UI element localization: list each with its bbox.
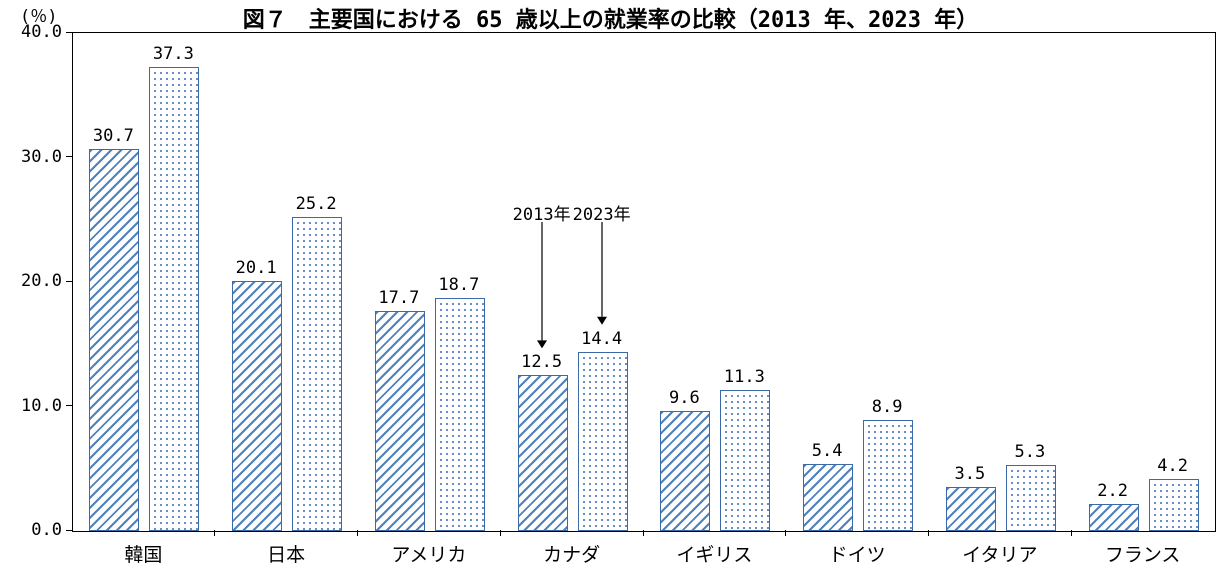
- bar-2013: [660, 411, 710, 531]
- legend-arrow-icon: [596, 222, 608, 325]
- bar-2023: [149, 67, 199, 531]
- bar-2023: [578, 352, 628, 531]
- x-tick-mark: [214, 530, 215, 536]
- bar-2013: [375, 311, 425, 531]
- x-tick-mark: [1071, 530, 1072, 536]
- bar-2013: [232, 281, 282, 531]
- y-tick-label: 10.0: [0, 396, 62, 416]
- value-label-2023: 5.3: [1015, 442, 1046, 462]
- bar-2013: [518, 375, 568, 531]
- x-category-label: 韓国: [124, 540, 162, 567]
- bar-2013: [803, 464, 853, 531]
- y-tick-label: 20.0: [0, 271, 62, 291]
- value-label-2013: 3.5: [955, 464, 986, 484]
- value-label-2023: 25.2: [296, 194, 337, 214]
- y-tick-mark: [66, 405, 72, 406]
- bar-2023: [720, 390, 770, 531]
- x-tick-mark: [643, 530, 644, 536]
- value-label-2013: 2.2: [1097, 481, 1128, 501]
- value-label-2023: 11.3: [724, 367, 765, 387]
- value-label-2013: 9.6: [669, 388, 700, 408]
- legend-arrow-icon: [536, 222, 548, 348]
- value-label-2013: 30.7: [93, 126, 134, 146]
- y-tick-mark: [66, 156, 72, 157]
- x-tick-mark: [357, 530, 358, 536]
- y-tick-mark: [66, 530, 72, 531]
- y-tick-mark: [66, 32, 72, 33]
- x-tick-mark: [785, 530, 786, 536]
- value-label-2023: 37.3: [153, 44, 194, 64]
- y-tick-label: 0.0: [0, 520, 62, 540]
- value-label-2023: 18.7: [438, 275, 479, 295]
- x-category-label: 日本: [267, 540, 305, 567]
- y-tick-label: 40.0: [0, 22, 62, 42]
- x-category-label: ドイツ: [829, 540, 886, 567]
- bar-2013: [946, 487, 996, 531]
- value-label-2013: 5.4: [812, 441, 843, 461]
- bar-2013: [89, 149, 139, 531]
- value-label-2013: 20.1: [236, 258, 277, 278]
- value-label-2023: 4.2: [1157, 456, 1188, 476]
- value-label-2013: 12.5: [521, 352, 562, 372]
- bar-2023: [863, 420, 913, 531]
- y-tick-label: 30.0: [0, 147, 62, 167]
- bar-2023: [1006, 465, 1056, 531]
- y-tick-mark: [66, 281, 72, 282]
- x-category-label: イタリア: [962, 540, 1037, 567]
- bar-2023: [292, 217, 342, 531]
- bar-2013: [1089, 504, 1139, 531]
- chart-title: 図７ 主要国における 65 歳以上の就業率の比較（2013 年、2023 年）: [0, 2, 1221, 34]
- value-label-2023: 8.9: [872, 397, 903, 417]
- x-category-label: イギリス: [676, 540, 752, 567]
- x-category-label: フランス: [1105, 540, 1181, 567]
- value-label-2013: 17.7: [378, 288, 419, 308]
- x-category-label: カナダ: [543, 540, 600, 567]
- value-label-2023: 14.4: [581, 329, 622, 349]
- x-category-label: アメリカ: [391, 540, 466, 567]
- chart-container: 図７ 主要国における 65 歳以上の就業率の比較（2013 年、2023 年） …: [0, 0, 1221, 575]
- bar-2023: [435, 298, 485, 531]
- x-tick-mark: [928, 530, 929, 536]
- x-tick-mark: [500, 530, 501, 536]
- bar-2023: [1149, 479, 1199, 531]
